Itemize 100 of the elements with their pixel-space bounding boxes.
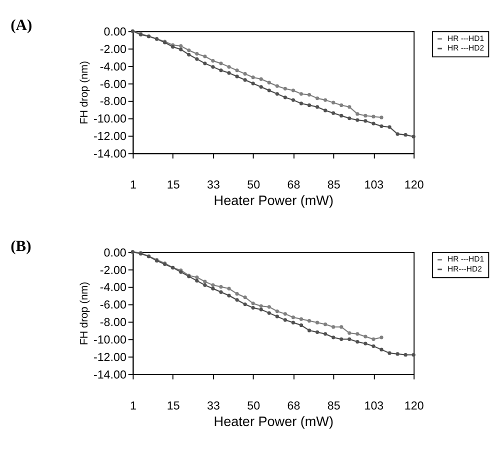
point bbox=[332, 100, 336, 104]
point bbox=[299, 317, 304, 321]
point bbox=[396, 352, 400, 356]
x-tick-label: 103 bbox=[364, 178, 384, 192]
point bbox=[299, 323, 304, 328]
point bbox=[219, 62, 223, 66]
point bbox=[187, 52, 191, 56]
x-tick-label: 1 bbox=[130, 399, 136, 412]
point bbox=[307, 92, 312, 97]
point bbox=[364, 114, 368, 118]
point bbox=[340, 337, 344, 341]
point bbox=[179, 48, 183, 52]
point bbox=[340, 114, 344, 118]
point bbox=[195, 278, 199, 283]
y-tick-label: -12.00 bbox=[93, 350, 126, 364]
point bbox=[332, 336, 336, 340]
point bbox=[315, 105, 320, 109]
point bbox=[380, 116, 384, 120]
legend-label: HR ---HD2 bbox=[448, 44, 484, 53]
x-tick-label: 120 bbox=[404, 178, 424, 192]
x-tick-label: 103 bbox=[364, 399, 384, 412]
point bbox=[356, 332, 360, 336]
point bbox=[388, 351, 392, 355]
point bbox=[364, 334, 368, 338]
point bbox=[348, 337, 352, 341]
point bbox=[219, 290, 223, 294]
point bbox=[291, 88, 296, 92]
point bbox=[307, 103, 312, 108]
x-tick-label: 85 bbox=[327, 399, 340, 412]
point bbox=[315, 96, 320, 100]
y-tick-label: -4.00 bbox=[100, 60, 126, 74]
point bbox=[211, 58, 215, 63]
point bbox=[235, 298, 239, 302]
point bbox=[380, 348, 384, 352]
point bbox=[259, 85, 263, 89]
y-tick-label: -14.00 bbox=[93, 148, 126, 161]
point bbox=[187, 48, 191, 52]
y-tick-label: -4.00 bbox=[100, 281, 126, 294]
x-tick-label: 50 bbox=[247, 178, 260, 192]
point bbox=[267, 311, 271, 315]
chart-title: (B) bbox=[10, 238, 32, 256]
point bbox=[275, 314, 279, 318]
point bbox=[267, 80, 271, 84]
point bbox=[356, 340, 360, 344]
point bbox=[299, 102, 304, 106]
point bbox=[227, 71, 231, 75]
point bbox=[307, 328, 312, 332]
point bbox=[211, 65, 215, 69]
y-axis-title: FH drop (nm) bbox=[78, 61, 91, 124]
point bbox=[340, 103, 344, 108]
point bbox=[315, 330, 320, 334]
y-tick-label: -10.00 bbox=[93, 334, 126, 347]
point bbox=[227, 294, 231, 298]
point bbox=[299, 92, 304, 96]
point bbox=[356, 112, 360, 116]
point bbox=[340, 325, 344, 329]
point bbox=[412, 353, 416, 357]
x-tick-label: 85 bbox=[327, 178, 340, 192]
x-tick-label: 1 bbox=[130, 178, 136, 192]
point bbox=[259, 77, 263, 81]
point bbox=[332, 111, 336, 115]
point bbox=[348, 331, 352, 335]
point bbox=[251, 306, 255, 310]
point bbox=[195, 275, 199, 280]
x-tick-label: 68 bbox=[287, 178, 300, 192]
y-tick-label: -8.00 bbox=[100, 95, 126, 108]
point bbox=[404, 133, 408, 137]
y-tick-label: -14.00 bbox=[93, 368, 126, 382]
point bbox=[291, 98, 296, 102]
x-axis-title: Heater Power (mW) bbox=[214, 414, 334, 429]
point bbox=[324, 322, 328, 326]
point bbox=[332, 325, 336, 329]
point bbox=[203, 280, 207, 284]
point bbox=[243, 302, 247, 306]
point bbox=[356, 118, 360, 122]
point bbox=[219, 68, 223, 72]
point bbox=[324, 108, 328, 112]
point bbox=[203, 62, 207, 66]
point bbox=[243, 296, 247, 300]
y-tick-label: -10.00 bbox=[93, 112, 126, 126]
point bbox=[291, 320, 296, 324]
point bbox=[243, 78, 247, 82]
point bbox=[259, 308, 263, 312]
chart-title: (A) bbox=[10, 17, 32, 34]
point bbox=[235, 68, 239, 72]
point bbox=[348, 105, 352, 109]
point bbox=[235, 74, 239, 78]
x-tick-label: 15 bbox=[166, 178, 180, 192]
y-tick-label: -2.00 bbox=[100, 42, 126, 56]
point bbox=[283, 312, 288, 316]
point bbox=[315, 320, 320, 324]
point bbox=[283, 318, 288, 322]
point bbox=[380, 336, 384, 340]
y-tick-label: -8.00 bbox=[100, 316, 126, 330]
y-tick-label: -6.00 bbox=[100, 78, 126, 91]
point bbox=[364, 342, 368, 346]
point bbox=[283, 86, 288, 90]
point bbox=[348, 116, 352, 120]
legend-label: HR ---HD1 bbox=[448, 34, 484, 43]
y-tick-label: -2.00 bbox=[100, 264, 126, 277]
